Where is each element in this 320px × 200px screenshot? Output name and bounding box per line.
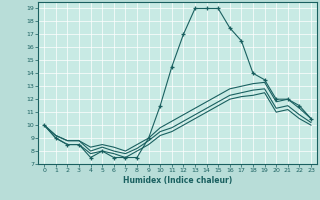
X-axis label: Humidex (Indice chaleur): Humidex (Indice chaleur) xyxy=(123,176,232,185)
